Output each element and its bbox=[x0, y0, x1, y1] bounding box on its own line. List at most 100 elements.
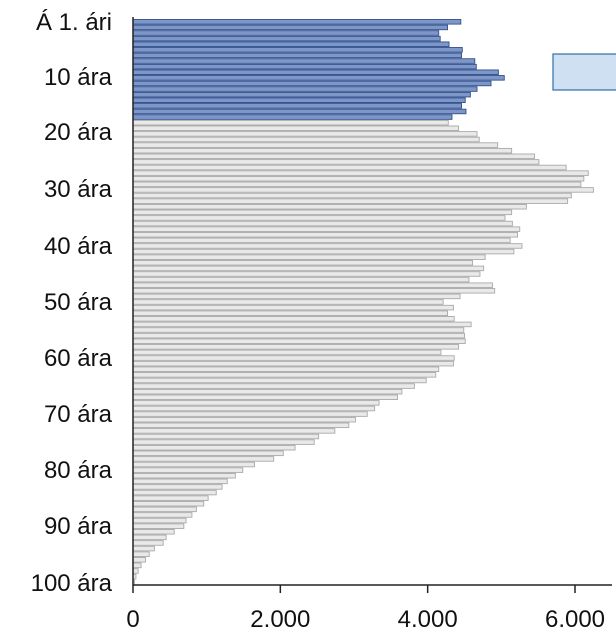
legend-swatch bbox=[552, 53, 616, 91]
y-tick-label: 10 ára bbox=[44, 64, 113, 91]
bar-age-88 bbox=[132, 512, 193, 518]
bar-age-44 bbox=[132, 265, 485, 272]
bar-age-57 bbox=[132, 338, 466, 344]
bar-age-0 bbox=[132, 19, 462, 25]
bar-age-55 bbox=[132, 327, 465, 333]
y-tick-label: 100 ára bbox=[31, 570, 113, 597]
bar-age-38 bbox=[132, 231, 518, 238]
bar-age-22 bbox=[132, 142, 499, 148]
bar-age-51 bbox=[132, 304, 454, 311]
bar-age-66 bbox=[132, 388, 403, 395]
bar-age-28 bbox=[132, 175, 585, 182]
bar-age-82 bbox=[132, 478, 228, 485]
bar-age-49 bbox=[132, 293, 461, 300]
bar-age-7 bbox=[132, 58, 476, 64]
bar-age-79 bbox=[132, 461, 256, 468]
bar-age-98 bbox=[132, 568, 139, 574]
bar-age-93 bbox=[132, 540, 164, 546]
bar-age-37 bbox=[132, 226, 521, 232]
bar-age-45 bbox=[132, 271, 481, 277]
bar-age-35 bbox=[132, 215, 506, 221]
bar-age-3 bbox=[132, 35, 441, 42]
bar-age-19 bbox=[132, 125, 460, 132]
bar-age-96 bbox=[132, 557, 146, 563]
bar-age-43 bbox=[132, 260, 474, 266]
bar-age-16 bbox=[132, 108, 467, 115]
bar-age-75 bbox=[132, 439, 315, 445]
bar-age-1 bbox=[132, 24, 449, 31]
bar-age-56 bbox=[132, 332, 465, 339]
x-tick-label: 4.000 bbox=[398, 606, 458, 633]
bar-age-74 bbox=[132, 433, 320, 440]
bar-age-54 bbox=[132, 321, 472, 328]
bar-age-30 bbox=[132, 187, 594, 193]
bar-age-85 bbox=[132, 495, 209, 501]
bar-age-90 bbox=[132, 523, 185, 529]
bar-age-24 bbox=[132, 153, 535, 160]
bar-age-95 bbox=[132, 551, 150, 557]
bar-age-13 bbox=[132, 91, 471, 98]
x-tick-label: 2.000 bbox=[250, 606, 310, 633]
bar-age-61 bbox=[132, 360, 454, 367]
y-tick-labels: Á 1. ári 10 ára 20 ára 30 ára 40 ára 50 ára 60… bbox=[31, 9, 113, 597]
bar-age-87 bbox=[132, 506, 197, 513]
bar-age-15 bbox=[132, 103, 462, 109]
bar-age-72 bbox=[132, 422, 350, 429]
y-tick-label: 70 ára bbox=[44, 401, 113, 428]
bar-age-48 bbox=[132, 288, 496, 294]
x-tick-label: 0 bbox=[126, 606, 139, 633]
bar-age-81 bbox=[132, 472, 236, 479]
bar-age-25 bbox=[132, 159, 540, 165]
bar-age-46 bbox=[132, 276, 470, 283]
bar-age-18 bbox=[132, 119, 449, 126]
bar-age-86 bbox=[132, 500, 205, 507]
bar-age-21 bbox=[132, 136, 480, 143]
bar-age-91 bbox=[132, 529, 175, 535]
bar-age-20 bbox=[132, 131, 478, 137]
bar-age-40 bbox=[132, 243, 523, 249]
bar-age-69 bbox=[132, 405, 376, 412]
bar-age-67 bbox=[132, 394, 398, 401]
bars-group bbox=[132, 19, 594, 585]
bar-age-52 bbox=[132, 310, 449, 316]
bar-age-58 bbox=[132, 344, 460, 350]
x-tick-label: 6.000 bbox=[545, 606, 605, 633]
bar-age-83 bbox=[132, 484, 223, 490]
bar-age-23 bbox=[132, 147, 513, 154]
bar-age-73 bbox=[132, 428, 336, 434]
y-tick-label: Á 1. ári bbox=[36, 9, 112, 36]
y-tick-label: 90 ára bbox=[44, 513, 113, 540]
bar-age-9 bbox=[132, 69, 499, 75]
bar-age-94 bbox=[132, 545, 155, 552]
y-tick-label: 40 ára bbox=[44, 233, 113, 260]
bar-age-33 bbox=[132, 203, 527, 210]
y-tick-label: 80 ára bbox=[44, 457, 113, 484]
bar-age-77 bbox=[132, 450, 284, 457]
bar-age-70 bbox=[132, 411, 368, 417]
bar-age-92 bbox=[132, 534, 167, 541]
bar-age-76 bbox=[132, 444, 296, 451]
bar-age-27 bbox=[132, 170, 589, 176]
axes-group bbox=[132, 17, 612, 593]
bar-age-17 bbox=[132, 114, 453, 120]
bar-age-53 bbox=[132, 316, 455, 322]
bar-age-31 bbox=[132, 192, 572, 199]
bar-age-47 bbox=[132, 282, 493, 288]
bar-age-10 bbox=[132, 75, 505, 81]
bar-age-12 bbox=[132, 86, 478, 92]
bar-age-34 bbox=[132, 209, 513, 216]
y-tick-label: 20 ára bbox=[44, 119, 113, 146]
bar-age-32 bbox=[132, 198, 569, 204]
bar-age-78 bbox=[132, 456, 275, 462]
bar-age-14 bbox=[132, 97, 466, 104]
bar-age-8 bbox=[132, 63, 477, 70]
bar-age-59 bbox=[132, 349, 442, 356]
bar-age-63 bbox=[132, 372, 437, 378]
y-tick-label: 30 ára bbox=[44, 176, 113, 203]
bar-age-60 bbox=[132, 355, 455, 361]
bar-age-4 bbox=[132, 41, 450, 47]
y-tick-label: 60 ára bbox=[44, 345, 113, 372]
bar-age-50 bbox=[132, 299, 444, 305]
bar-age-39 bbox=[132, 237, 511, 244]
